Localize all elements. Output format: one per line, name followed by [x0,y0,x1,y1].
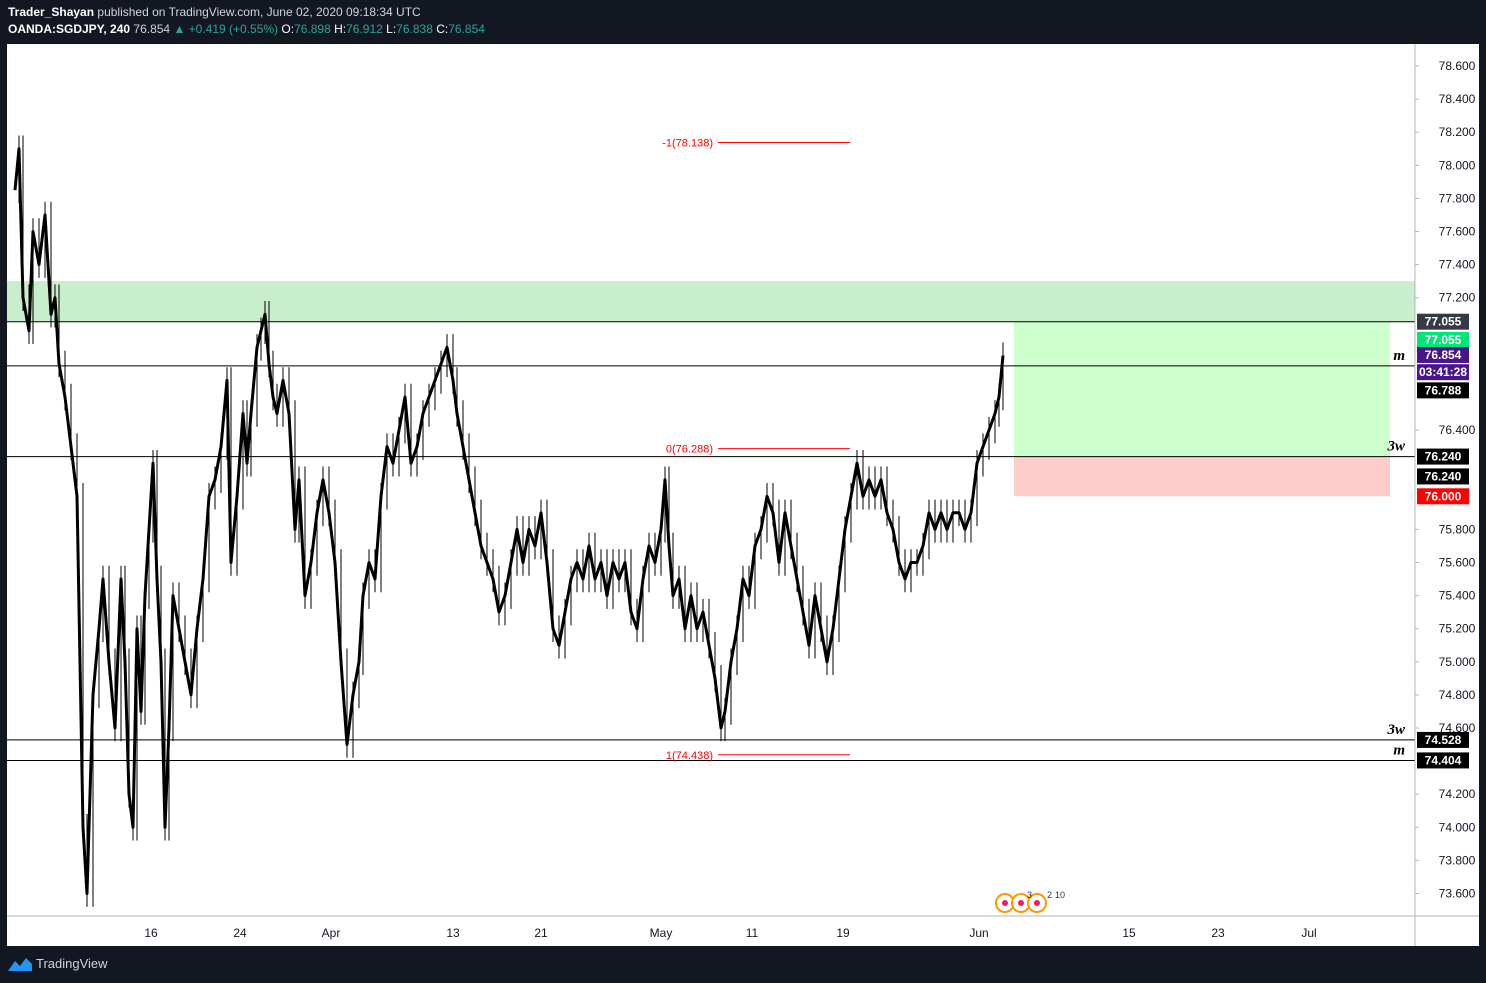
footer: TradingView [8,956,108,971]
y-tick-label: 74.800 [1439,688,1476,702]
high-value: 76.912 [346,22,383,36]
event-dot [1034,900,1040,906]
target-zone [1014,321,1390,457]
stop-zone [1014,456,1390,497]
fib-label: 0(76.288) [666,444,713,456]
y-tick-label: 73.800 [1439,853,1476,867]
x-tick-label: May [650,926,673,940]
x-tick-label: 11 [746,926,759,940]
x-tick-label: 24 [233,926,247,940]
y-tick-label: 75.000 [1439,655,1476,669]
y-tick-label: 78.400 [1439,92,1476,106]
event-count: 10 [1055,890,1065,900]
price-tag [1417,364,1469,381]
level-tag: m [1393,742,1405,758]
event-count: 3 [1027,890,1032,900]
y-tick-label: 78.200 [1439,125,1476,139]
price-tag-text: 76.000 [1425,489,1462,503]
x-tick-label: 13 [446,926,460,940]
low-label: L: [386,22,397,36]
y-tick-label: 77.600 [1439,225,1476,239]
low-value: 76.838 [396,22,433,36]
y-tick-label: 73.600 [1439,887,1476,901]
x-tick-label: Jul [1301,926,1316,940]
event-count: 2 [1047,890,1052,900]
close-label: C: [436,22,449,36]
price-tag [1417,313,1469,330]
price-tag-text: 77.055 [1425,333,1462,347]
price-tag [1417,331,1469,348]
x-tick-label: Jun [969,926,988,940]
y-tick-label: 77.200 [1439,291,1476,305]
x-tick-label: 15 [1122,926,1136,940]
price-tag-text: 74.404 [1425,753,1462,767]
fib-label: 1(74.438) [666,750,713,762]
price-tag [1417,382,1469,399]
open-value: 76.898 [294,22,331,36]
y-tick-label: 76.400 [1439,423,1476,437]
price-tag [1417,488,1469,505]
chart-area[interactable]: m 3w 3w m -1(78.138) 0(76.288) 1(74.438) 73.600… [7,44,1479,946]
event-dot [1018,900,1024,906]
ohlc-line: OANDA:SGDJPY, 240 76.854 ▲ +0.419 (+0.55… [8,22,485,36]
resistance-zone [7,281,1415,322]
price-tag [1417,731,1469,748]
price-tag-text: 74.528 [1425,733,1462,747]
high-label: H: [334,22,347,36]
y-tick-label: 78.000 [1439,158,1476,172]
x-tick-label: 16 [144,926,158,940]
event-dot [1002,900,1008,906]
level-tag: m [1393,348,1405,364]
price-tag-text: 77.055 [1425,315,1462,329]
price-series [13,147,1005,895]
author-name[interactable]: Trader_Shayan [8,5,95,19]
y-tick-label: 77.400 [1439,258,1476,272]
x-tick-label: Apr [322,926,341,940]
price-tag-text: 76.788 [1425,383,1462,397]
last-price: 76.854 [133,22,171,36]
y-tick-label: 75.800 [1439,522,1476,536]
tradingview-logo-icon [8,957,32,971]
x-tick-label: 21 [534,926,548,940]
price-tag-text: 03:41:28 [1419,365,1467,379]
level-tag: 3w [1386,722,1406,738]
price-change: ▲ +0.419 (+0.55%) [173,22,279,36]
price-tag-text: 76.854 [1425,348,1462,362]
y-tick-label: 78.600 [1439,59,1476,73]
price-tag [1417,346,1469,363]
close-value: 76.854 [448,22,485,36]
price-tag [1417,752,1469,769]
y-tick-label: 75.600 [1439,556,1476,570]
symbol-label[interactable]: OANDA:SGDJPY, 240 [8,22,131,36]
x-tick-label: 19 [836,926,850,940]
brand-name[interactable]: TradingView [36,956,108,971]
y-tick-label: 75.200 [1439,622,1476,636]
publish-line: Trader_Shayan published on TradingView.c… [8,5,421,19]
y-tick-label: 74.200 [1439,787,1476,801]
y-tick-label: 74.000 [1439,820,1476,834]
y-tick-label: 77.800 [1439,191,1476,205]
open-label: O: [281,22,295,36]
fib-label: -1(78.138) [662,137,713,149]
y-tick-label: 75.400 [1439,589,1476,603]
price-tag-text: 76.240 [1425,450,1462,464]
level-tag: 3w [1386,439,1406,455]
y-tick-label: 74.600 [1439,721,1476,735]
price-tag-text: 76.240 [1425,469,1462,483]
x-tick-label: 23 [1211,926,1225,940]
price-tag [1417,468,1469,485]
publish-info: published on TradingView.com, June 02, 2… [97,5,421,19]
price-chart[interactable]: m 3w 3w m -1(78.138) 0(76.288) 1(74.438) 73.600… [7,44,1479,946]
price-tag [1417,448,1469,465]
